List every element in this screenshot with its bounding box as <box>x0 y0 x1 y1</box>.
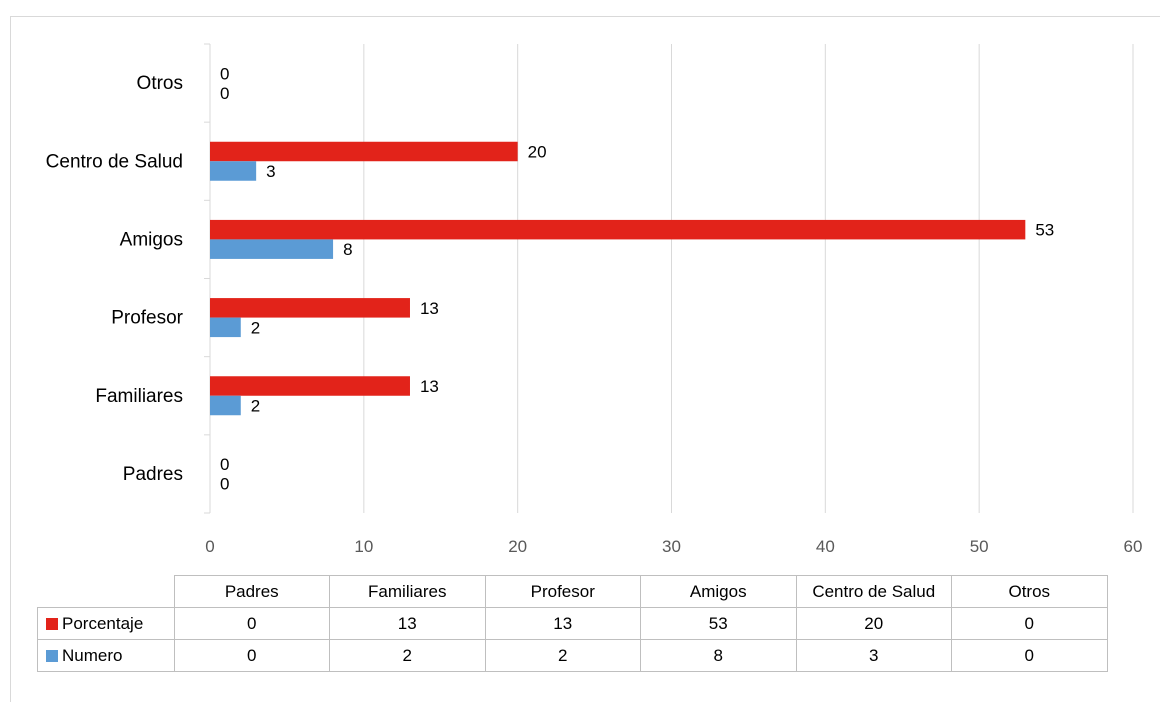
data-label: 8 <box>343 240 352 259</box>
table-row: Porcentaje 0 13 13 53 20 0 <box>37 607 1108 640</box>
bar-numero <box>210 395 241 416</box>
series-label: Numero <box>37 639 175 672</box>
table-header-cell: Familiares <box>329 575 486 608</box>
x-tick-labels: 0 10 20 30 40 50 60 <box>205 537 1142 556</box>
table-header-cell: Padres <box>173 575 330 608</box>
table-cell: 0 <box>173 607 330 640</box>
bar-porcentaje <box>210 141 518 162</box>
table-header-cell: Otros <box>951 575 1108 608</box>
data-label: 2 <box>251 318 260 337</box>
x-tick-label: 60 <box>1124 537 1143 556</box>
table-row: Numero 0 2 2 8 3 0 <box>37 639 1108 672</box>
x-tick-label: 10 <box>354 537 373 556</box>
bars <box>210 141 1026 416</box>
data-label: 13 <box>420 377 439 396</box>
table-cell: 8 <box>640 639 797 672</box>
data-label: 53 <box>1035 221 1054 240</box>
category-label: Otros <box>137 73 183 94</box>
x-tick-label: 50 <box>970 537 989 556</box>
legend-swatch <box>46 649 58 662</box>
bar-porcentaje <box>210 219 1026 240</box>
table-header-cell: Centro de Salud <box>795 575 952 608</box>
series-name: Numero <box>62 645 123 665</box>
table-cell: 13 <box>329 607 486 640</box>
data-label: 3 <box>266 162 275 181</box>
bar-porcentaje <box>210 376 410 396</box>
x-tick-label: 0 <box>205 537 214 556</box>
data-label: 0 <box>220 84 229 103</box>
gridlines <box>363 44 1134 513</box>
data-label: 2 <box>251 397 260 416</box>
table-cell: 2 <box>329 639 486 672</box>
table-cell: 3 <box>795 639 952 672</box>
table-cell: 0 <box>173 639 330 672</box>
table-cell: 2 <box>484 639 641 672</box>
data-table: Padres Familiares Profesor Amigos Centro de … <box>37 575 1108 672</box>
chart-frame <box>10 16 1160 702</box>
category-label: Familiares <box>95 386 183 407</box>
bar-numero <box>210 161 257 181</box>
bar-numero <box>210 239 334 259</box>
data-label: 20 <box>528 143 547 162</box>
legend-swatch <box>46 617 58 630</box>
table-cell: 13 <box>484 607 641 640</box>
table-cell: 53 <box>640 607 797 640</box>
category-labels: Padres Familiares Profesor Amigos Centro de … <box>46 73 184 485</box>
data-label: 0 <box>220 455 229 474</box>
bar-porcentaje <box>210 298 410 318</box>
x-tick-label: 20 <box>508 537 527 556</box>
table-cell: 20 <box>795 607 952 640</box>
series-name: Porcentaje <box>62 613 144 633</box>
data-label: 0 <box>220 475 229 494</box>
category-label: Amigos <box>120 229 183 250</box>
table-header-cell: Amigos <box>640 575 797 608</box>
x-tick-label: 30 <box>662 537 681 556</box>
category-label: Profesor <box>111 308 183 329</box>
table-cell: 0 <box>951 639 1108 672</box>
category-label: Centro de Salud <box>46 151 183 172</box>
bar-numero <box>210 317 241 338</box>
y-axis <box>204 43 211 514</box>
series-label: Porcentaje <box>37 607 175 640</box>
data-label: 0 <box>220 64 229 83</box>
x-tick-label: 40 <box>816 537 835 556</box>
table-corner <box>37 575 175 608</box>
table-cell: 0 <box>951 607 1108 640</box>
table-header-cell: Profesor <box>484 575 641 608</box>
table-header-row: Padres Familiares Profesor Amigos Centro de … <box>37 575 1108 608</box>
category-label: Padres <box>123 464 183 485</box>
data-label: 13 <box>420 299 439 318</box>
